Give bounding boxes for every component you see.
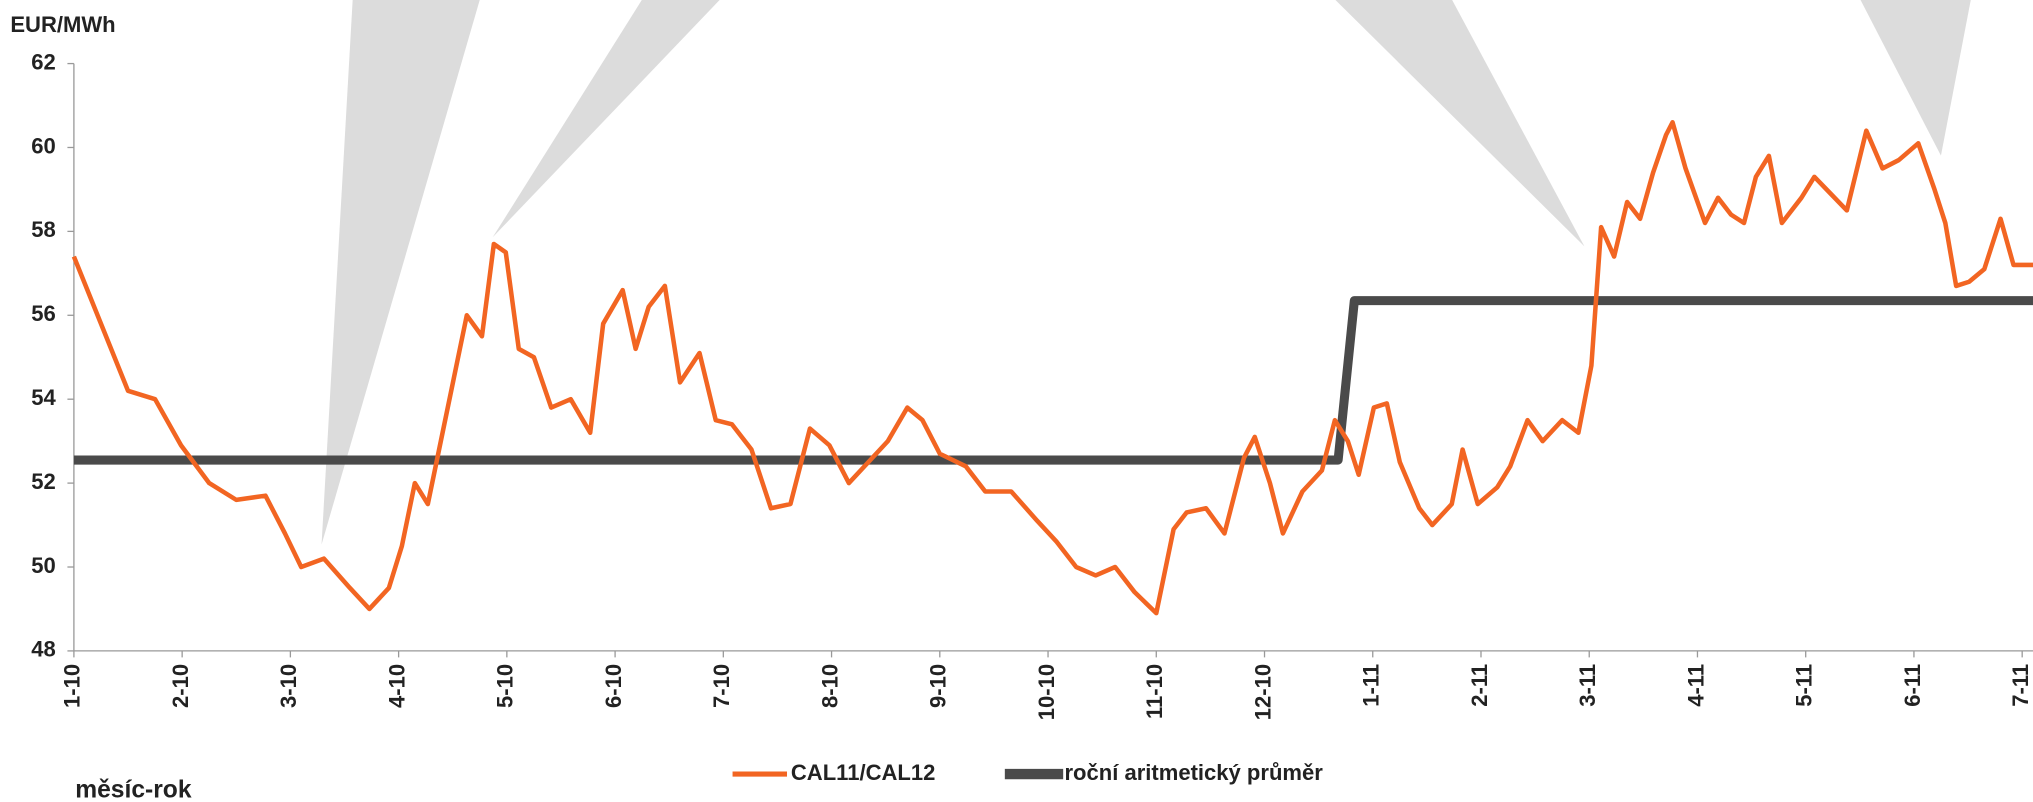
callout bbox=[1860, 0, 1971, 156]
x-tick-label: 7-10 bbox=[709, 664, 734, 708]
x-tick-label: 4-11 bbox=[1683, 664, 1708, 707]
series-line bbox=[73, 296, 2033, 465]
x-tick-label: 5-10 bbox=[493, 664, 518, 708]
x-tick-label: 3-11 bbox=[1575, 664, 1600, 707]
y-tick-label: 56 bbox=[31, 301, 56, 326]
x-tick-label: 1-10 bbox=[60, 664, 85, 708]
y-tick-label: 50 bbox=[31, 553, 56, 578]
x-tick-label: 8-10 bbox=[817, 664, 842, 708]
y-tick-label: 52 bbox=[31, 469, 56, 494]
y-tick-label: 48 bbox=[31, 637, 56, 662]
x-tick-label: 2-11 bbox=[1467, 664, 1492, 707]
x-tick-label: 7-11 bbox=[2008, 664, 2033, 707]
x-tick-label: 6-10 bbox=[601, 664, 626, 708]
callout bbox=[1335, 0, 1585, 247]
y-tick-label: 60 bbox=[31, 133, 56, 158]
x-axis-label: měsíc-rok bbox=[75, 776, 192, 802]
x-tick-label: 12-10 bbox=[1250, 664, 1275, 720]
x-tick-label: 5-11 bbox=[1792, 664, 1817, 707]
x-tick-label: 3-10 bbox=[276, 664, 301, 708]
x-tick-label: 10-10 bbox=[1034, 664, 1059, 720]
series-line bbox=[71, 120, 2033, 616]
y-tick-label: 62 bbox=[31, 49, 56, 74]
x-tick-label: 1-11 bbox=[1359, 664, 1384, 707]
y-tick-label: 54 bbox=[31, 385, 56, 410]
x-tick-label: 2-10 bbox=[168, 664, 193, 708]
legend-label: CAL11/CAL12 bbox=[791, 760, 935, 785]
x-tick-label: 9-10 bbox=[926, 664, 951, 708]
legend-label: roční aritmetický průměr bbox=[1064, 760, 1323, 785]
x-tick-label: 11-10 bbox=[1142, 664, 1167, 719]
y-tick-label: 58 bbox=[31, 217, 56, 242]
y-axis-label: EUR/MWh bbox=[10, 12, 115, 37]
x-tick-label: 4-10 bbox=[384, 664, 409, 708]
x-tick-label: 6-11 bbox=[1900, 664, 1925, 707]
callout bbox=[492, 0, 720, 238]
